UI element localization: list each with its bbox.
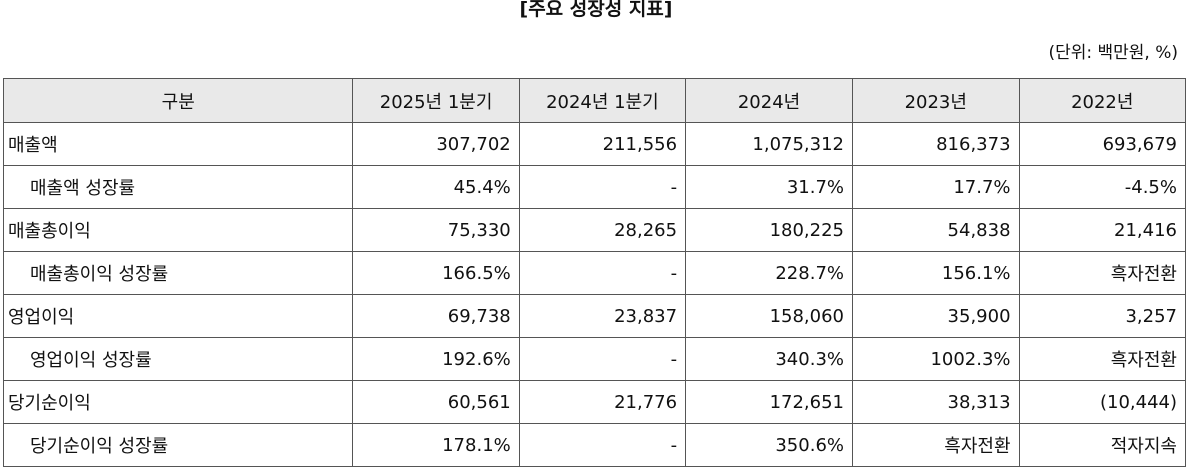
- value-cell: 54,838: [852, 208, 1020, 252]
- value-cell: 350.6%: [685, 423, 853, 467]
- value-cell: 307,702: [352, 122, 520, 166]
- header-cell: 2025년 1분기: [352, 78, 520, 123]
- row-label: 매출액: [2, 122, 354, 166]
- table-row: 영업이익 69,738 23,837 158,060 35,900 3,257: [2, 294, 1187, 338]
- unit: (단위: 백만원, %): [1048, 43, 1178, 63]
- value-cell: 흑자전환: [1018, 251, 1187, 295]
- value-cell: 17.7%: [852, 165, 1020, 209]
- value-cell: 816,373: [852, 122, 1020, 166]
- growth-table: 구분 2025년 1분기 2024년 1분기 2024년 2023년 2022년 매출액 3…: [2, 78, 1187, 467]
- value-cell: 3,257: [1018, 294, 1187, 338]
- header-cell: 2023년: [852, 78, 1020, 123]
- table-row: 매출액 307,702 211,556 1,075,312 816,373 693,679: [2, 122, 1187, 166]
- value-cell: 228.7%: [685, 251, 853, 295]
- value-cell: 69,738: [352, 294, 520, 338]
- value-cell: -: [518, 251, 687, 295]
- value-cell: (10,444): [1018, 380, 1187, 424]
- row-label: 매출액 성장률: [2, 165, 354, 209]
- value-cell: 적자지속: [1018, 423, 1187, 467]
- table-row: 매출총이익 75,330 28,265 180,225 54,838 21,416: [2, 208, 1187, 252]
- value-cell: 38,313: [852, 380, 1020, 424]
- table-body: 매출액 307,702 211,556 1,075,312 816,373 693,679…: [2, 122, 1187, 467]
- value-cell: -: [518, 337, 687, 381]
- table-row: 매출액 성장률 45.4% -31.7% 17.7% -4.5%: [2, 165, 1187, 209]
- value-cell: 1,075,312: [685, 122, 853, 166]
- value-cell: 180,225: [685, 208, 853, 252]
- value-cell: 75,330: [352, 208, 520, 252]
- value-cell: -: [518, 423, 687, 467]
- header-cell: 2024년: [685, 78, 853, 123]
- row-label: 당기순이익 성장률: [2, 423, 354, 467]
- table-row: 영업이익 성장률 192.6% -340.3% 1002.3% 흑자전환: [2, 337, 1187, 381]
- row-label: 당기순이익: [2, 380, 354, 424]
- header-cell: 2022년: [1018, 78, 1187, 123]
- value-cell: 166.5%: [352, 251, 520, 295]
- title: [주요 성장성 지표]: [519, 0, 673, 20]
- value-cell: 1002.3%: [852, 337, 1020, 381]
- table-row: 당기순이익 60,561 21,776 172,651 38,313 (10,444): [2, 380, 1187, 424]
- row-label: 매출총이익 성장률: [2, 251, 354, 295]
- table-row: 매출총이익 성장률 166.5% -228.7% 156.1% 흑자전환: [2, 251, 1187, 295]
- value-cell: 23,837: [518, 294, 687, 338]
- value-cell: 693,679: [1018, 122, 1187, 166]
- value-cell: 35,900: [852, 294, 1020, 338]
- value-cell: 21,776: [518, 380, 687, 424]
- header-cell: 2024년 1분기: [518, 78, 687, 123]
- table-header: 구분 2025년 1분기 2024년 1분기 2024년 2023년 2022년: [2, 78, 1187, 123]
- value-cell: 156.1%: [852, 251, 1020, 295]
- row-label: 매출총이익: [2, 208, 354, 252]
- value-cell: 158,060: [685, 294, 853, 338]
- header-cell: 구분: [2, 78, 354, 123]
- value-cell: 31.7%: [685, 165, 853, 209]
- value-cell: 192.6%: [352, 337, 520, 381]
- value-cell: 흑자전환: [1018, 337, 1187, 381]
- value-cell: 178.1%: [352, 423, 520, 467]
- row-label: 영업이익: [2, 294, 354, 338]
- value-cell: 21,416: [1018, 208, 1187, 252]
- header-row: 구분 2025년 1분기 2024년 1분기 2024년 2023년 2022년: [2, 78, 1187, 123]
- value-cell: 60,561: [352, 380, 520, 424]
- value-cell: 172,651: [685, 380, 853, 424]
- value-cell: 211,556: [518, 122, 687, 166]
- row-label: 영업이익 성장률: [2, 337, 354, 381]
- table-row: 당기순이익 성장률 178.1% -350.6% 흑자전환 적자지속: [2, 423, 1187, 467]
- value-cell: 28,265: [518, 208, 687, 252]
- value-cell: -4.5%: [1018, 165, 1187, 209]
- value-cell: 45.4%: [352, 165, 520, 209]
- value-cell: 흑자전환: [852, 423, 1020, 467]
- value-cell: -: [518, 165, 687, 209]
- value-cell: 340.3%: [685, 337, 853, 381]
